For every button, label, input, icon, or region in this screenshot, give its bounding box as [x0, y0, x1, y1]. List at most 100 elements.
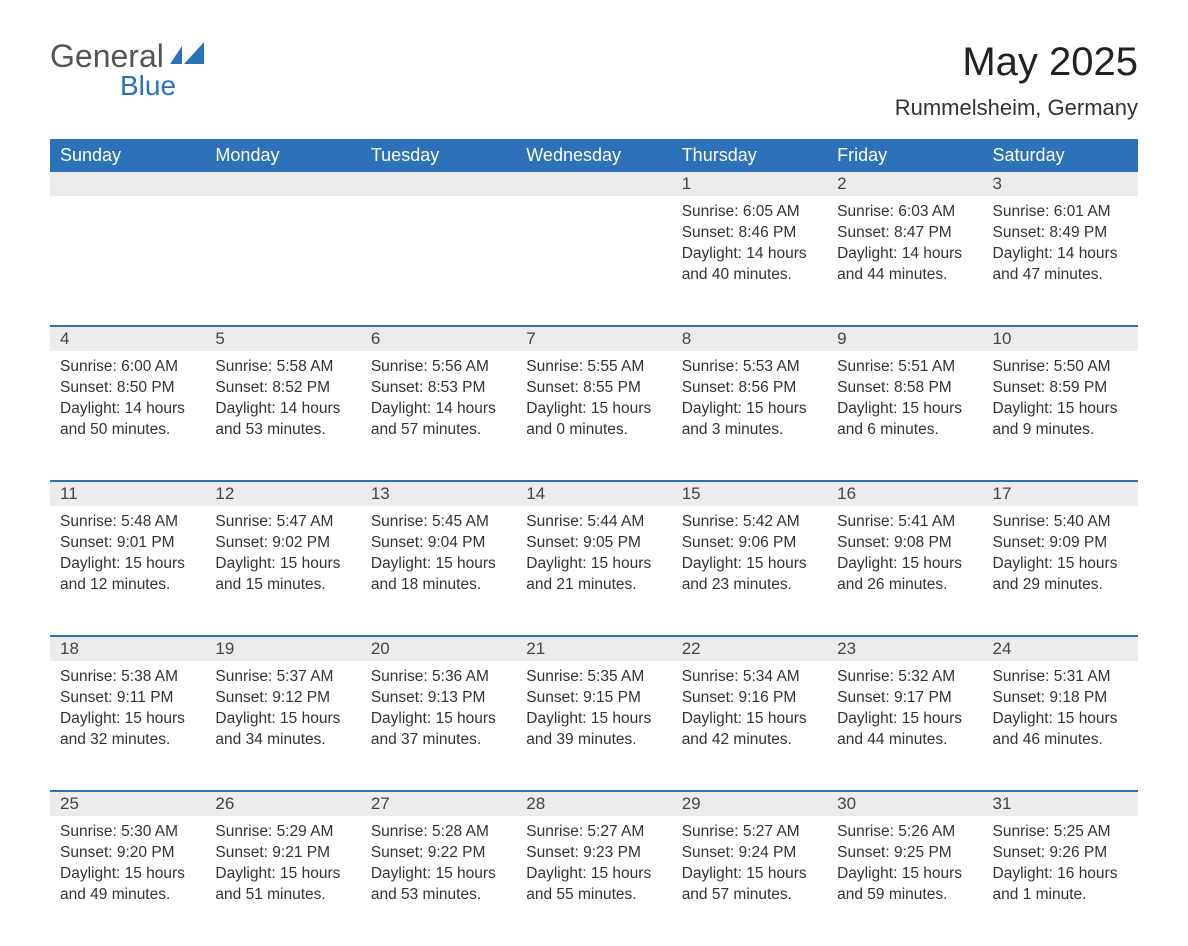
day-number-cell: 13: [361, 481, 516, 506]
sunset-line: Sunset: 9:25 PM: [837, 843, 972, 864]
sunset-line: Sunset: 8:47 PM: [837, 223, 972, 244]
day-number-cell: 22: [672, 636, 827, 661]
day-number-cell: 7: [516, 326, 671, 351]
day-detail-cell: Sunrise: 6:03 AMSunset: 8:47 PMDaylight:…: [827, 196, 982, 326]
daylight-line: Daylight: 16 hours and 1 minute.: [993, 864, 1128, 906]
sunrise-line: Sunrise: 5:45 AM: [371, 512, 506, 533]
sunset-line: Sunset: 8:56 PM: [682, 378, 817, 399]
day-detail-cell: Sunrise: 5:50 AMSunset: 8:59 PMDaylight:…: [983, 351, 1138, 481]
day-number-cell: 6: [361, 326, 516, 351]
day-detail-cell: Sunrise: 5:37 AMSunset: 9:12 PMDaylight:…: [205, 661, 360, 791]
day-detail-cell: Sunrise: 5:44 AMSunset: 9:05 PMDaylight:…: [516, 506, 671, 636]
sunset-line: Sunset: 8:46 PM: [682, 223, 817, 244]
daylight-line: Daylight: 15 hours and 0 minutes.: [526, 399, 661, 441]
day-number-row: 45678910: [50, 326, 1138, 351]
day-number-cell: 14: [516, 481, 671, 506]
day-number-cell: 9: [827, 326, 982, 351]
sunrise-line: Sunrise: 5:47 AM: [215, 512, 350, 533]
day-number-cell: 20: [361, 636, 516, 661]
weekday-header: Sunday: [50, 139, 205, 172]
daylight-line: Daylight: 15 hours and 32 minutes.: [60, 709, 195, 751]
day-detail-row: Sunrise: 6:00 AMSunset: 8:50 PMDaylight:…: [50, 351, 1138, 481]
day-detail-cell: Sunrise: 5:42 AMSunset: 9:06 PMDaylight:…: [672, 506, 827, 636]
daylight-line: Daylight: 14 hours and 50 minutes.: [60, 399, 195, 441]
day-number-cell: 8: [672, 326, 827, 351]
sunrise-line: Sunrise: 5:53 AM: [682, 357, 817, 378]
logo: General Blue: [50, 40, 206, 102]
sunrise-line: Sunrise: 5:30 AM: [60, 822, 195, 843]
day-number-row: 18192021222324: [50, 636, 1138, 661]
sunset-line: Sunset: 9:05 PM: [526, 533, 661, 554]
day-detail-cell: Sunrise: 6:00 AMSunset: 8:50 PMDaylight:…: [50, 351, 205, 481]
day-number-row: 25262728293031: [50, 791, 1138, 816]
weekday-header: Saturday: [983, 139, 1138, 172]
daylight-line: Daylight: 15 hours and 15 minutes.: [215, 554, 350, 596]
day-number-cell: 21: [516, 636, 671, 661]
day-detail-cell: Sunrise: 5:45 AMSunset: 9:04 PMDaylight:…: [361, 506, 516, 636]
sunrise-line: Sunrise: 5:31 AM: [993, 667, 1128, 688]
daylight-line: Daylight: 15 hours and 6 minutes.: [837, 399, 972, 441]
sunset-line: Sunset: 8:58 PM: [837, 378, 972, 399]
weekday-header: Tuesday: [361, 139, 516, 172]
day-detail-row: Sunrise: 5:30 AMSunset: 9:20 PMDaylight:…: [50, 816, 1138, 946]
header: General Blue May 2025 Rummelsheim, Germa…: [50, 40, 1138, 131]
day-detail-row: Sunrise: 5:38 AMSunset: 9:11 PMDaylight:…: [50, 661, 1138, 791]
sunset-line: Sunset: 8:55 PM: [526, 378, 661, 399]
day-detail-cell: Sunrise: 5:55 AMSunset: 8:55 PMDaylight:…: [516, 351, 671, 481]
sunset-line: Sunset: 9:15 PM: [526, 688, 661, 709]
day-number-cell: 18: [50, 636, 205, 661]
daylight-line: Daylight: 15 hours and 51 minutes.: [215, 864, 350, 906]
sunset-line: Sunset: 9:26 PM: [993, 843, 1128, 864]
daylight-line: Daylight: 15 hours and 53 minutes.: [371, 864, 506, 906]
sunset-line: Sunset: 9:18 PM: [993, 688, 1128, 709]
sunrise-line: Sunrise: 5:37 AM: [215, 667, 350, 688]
sunrise-line: Sunrise: 6:05 AM: [682, 202, 817, 223]
sunset-line: Sunset: 8:50 PM: [60, 378, 195, 399]
sunrise-line: Sunrise: 5:27 AM: [682, 822, 817, 843]
daylight-line: Daylight: 15 hours and 39 minutes.: [526, 709, 661, 751]
day-number-cell: 30: [827, 791, 982, 816]
sunrise-line: Sunrise: 5:36 AM: [371, 667, 506, 688]
sunset-line: Sunset: 9:09 PM: [993, 533, 1128, 554]
day-detail-cell: Sunrise: 5:29 AMSunset: 9:21 PMDaylight:…: [205, 816, 360, 946]
day-detail-cell: Sunrise: 5:53 AMSunset: 8:56 PMDaylight:…: [672, 351, 827, 481]
sunset-line: Sunset: 9:21 PM: [215, 843, 350, 864]
day-detail-cell: [516, 196, 671, 326]
page-subtitle: Rummelsheim, Germany: [895, 95, 1138, 121]
sunset-line: Sunset: 9:12 PM: [215, 688, 350, 709]
daylight-line: Daylight: 14 hours and 44 minutes.: [837, 244, 972, 286]
sunset-line: Sunset: 9:02 PM: [215, 533, 350, 554]
day-detail-cell: Sunrise: 5:40 AMSunset: 9:09 PMDaylight:…: [983, 506, 1138, 636]
day-number-cell: 17: [983, 481, 1138, 506]
day-number-cell: 29: [672, 791, 827, 816]
sunrise-line: Sunrise: 5:38 AM: [60, 667, 195, 688]
day-number-cell: [50, 172, 205, 196]
weekday-header: Friday: [827, 139, 982, 172]
sunset-line: Sunset: 9:01 PM: [60, 533, 195, 554]
daylight-line: Daylight: 15 hours and 42 minutes.: [682, 709, 817, 751]
day-number-cell: 2: [827, 172, 982, 196]
day-number-cell: 15: [672, 481, 827, 506]
day-number-cell: 28: [516, 791, 671, 816]
daylight-line: Daylight: 14 hours and 47 minutes.: [993, 244, 1128, 286]
daylight-line: Daylight: 15 hours and 12 minutes.: [60, 554, 195, 596]
sunset-line: Sunset: 9:13 PM: [371, 688, 506, 709]
daylight-line: Daylight: 14 hours and 57 minutes.: [371, 399, 506, 441]
day-detail-cell: Sunrise: 5:48 AMSunset: 9:01 PMDaylight:…: [50, 506, 205, 636]
day-detail-cell: Sunrise: 5:58 AMSunset: 8:52 PMDaylight:…: [205, 351, 360, 481]
day-detail-cell: Sunrise: 5:38 AMSunset: 9:11 PMDaylight:…: [50, 661, 205, 791]
day-number-cell: 26: [205, 791, 360, 816]
day-number-row: 11121314151617: [50, 481, 1138, 506]
day-detail-cell: Sunrise: 5:34 AMSunset: 9:16 PMDaylight:…: [672, 661, 827, 791]
daylight-line: Daylight: 14 hours and 40 minutes.: [682, 244, 817, 286]
sunrise-line: Sunrise: 5:27 AM: [526, 822, 661, 843]
daylight-line: Daylight: 15 hours and 18 minutes.: [371, 554, 506, 596]
sunset-line: Sunset: 9:08 PM: [837, 533, 972, 554]
daylight-line: Daylight: 15 hours and 59 minutes.: [837, 864, 972, 906]
day-detail-cell: Sunrise: 5:32 AMSunset: 9:17 PMDaylight:…: [827, 661, 982, 791]
sunset-line: Sunset: 9:23 PM: [526, 843, 661, 864]
day-detail-cell: Sunrise: 5:47 AMSunset: 9:02 PMDaylight:…: [205, 506, 360, 636]
page-title: May 2025: [895, 40, 1138, 85]
day-number-cell: 27: [361, 791, 516, 816]
sunrise-line: Sunrise: 5:50 AM: [993, 357, 1128, 378]
